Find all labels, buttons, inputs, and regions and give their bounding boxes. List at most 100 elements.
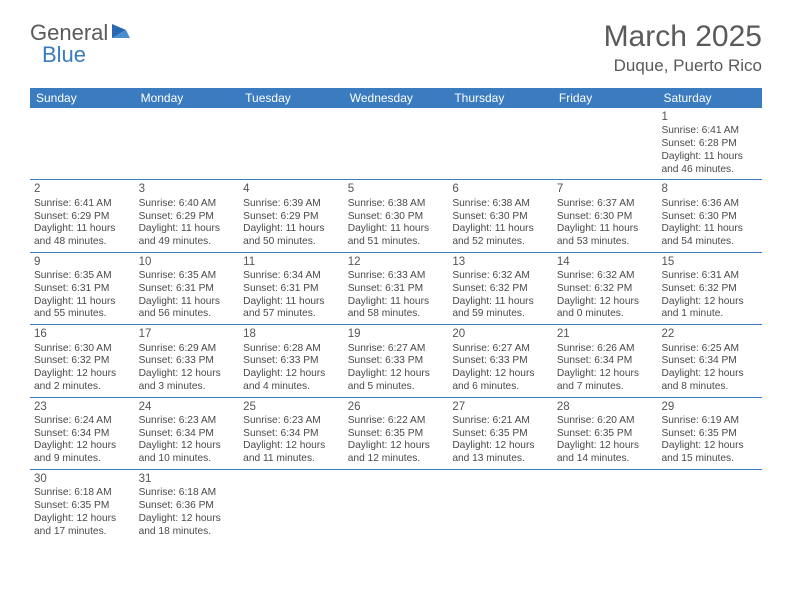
day-info: Sunrise: 6:29 AMSunset: 6:33 PMDaylight:… <box>139 343 236 394</box>
day-info: Sunrise: 6:38 AMSunset: 6:30 PMDaylight:… <box>452 198 549 249</box>
day-cell: 28Sunrise: 6:20 AMSunset: 6:35 PMDayligh… <box>553 398 658 469</box>
day-number: 16 <box>34 327 131 341</box>
day-cell <box>448 470 553 541</box>
day-info: Sunrise: 6:27 AMSunset: 6:33 PMDaylight:… <box>348 343 445 394</box>
day-cell: 2 Sunrise: 6:41 AMSunset: 6:29 PMDaylight… <box>30 180 135 251</box>
day-number: 8 <box>661 182 758 196</box>
day-cell: 29Sunrise: 6:19 AMSunset: 6:35 PMDayligh… <box>657 398 762 469</box>
day-info: Sunrise: 6:27 AMSunset: 6:33 PMDaylight:… <box>452 343 549 394</box>
weekday-header-row: SundayMondayTuesdayWednesdayThursdayFrid… <box>30 88 762 108</box>
day-number: 21 <box>557 327 654 341</box>
weekday-header: Friday <box>553 88 658 108</box>
day-cell: 15Sunrise: 6:31 AMSunset: 6:32 PMDayligh… <box>657 253 762 324</box>
day-cell: 27Sunrise: 6:21 AMSunset: 6:35 PMDayligh… <box>448 398 553 469</box>
day-number: 10 <box>139 255 236 269</box>
day-cell: 14Sunrise: 6:32 AMSunset: 6:32 PMDayligh… <box>553 253 658 324</box>
day-info: Sunrise: 6:28 AMSunset: 6:33 PMDaylight:… <box>243 343 340 394</box>
day-info: Sunrise: 6:37 AMSunset: 6:30 PMDaylight:… <box>557 198 654 249</box>
day-info: Sunrise: 6:40 AMSunset: 6:29 PMDaylight:… <box>139 198 236 249</box>
day-cell <box>553 108 658 179</box>
weekday-header: Sunday <box>30 88 135 108</box>
month-title: March 2025 <box>604 20 762 54</box>
day-info: Sunrise: 6:22 AMSunset: 6:35 PMDaylight:… <box>348 415 445 466</box>
day-info: Sunrise: 6:41 AMSunset: 6:28 PMDaylight:… <box>661 125 758 176</box>
day-info: Sunrise: 6:21 AMSunset: 6:35 PMDaylight:… <box>452 415 549 466</box>
day-cell: 8 Sunrise: 6:36 AMSunset: 6:30 PMDaylight… <box>657 180 762 251</box>
weekday-header: Saturday <box>657 88 762 108</box>
day-cell: 18 Sunrise: 6:28 AMSunset: 6:33 PMDayligh… <box>239 325 344 396</box>
day-cell <box>344 470 449 541</box>
logo-flag-icon <box>112 22 134 45</box>
week-row: 2 Sunrise: 6:41 AMSunset: 6:29 PMDaylight… <box>30 180 762 252</box>
day-cell: 9Sunrise: 6:35 AMSunset: 6:31 PMDaylight… <box>30 253 135 324</box>
day-number: 9 <box>34 255 131 269</box>
day-cell: 16Sunrise: 6:30 AMSunset: 6:32 PMDayligh… <box>30 325 135 396</box>
day-cell: 17 Sunrise: 6:29 AMSunset: 6:33 PMDayligh… <box>135 325 240 396</box>
day-cell: 20 Sunrise: 6:27 AMSunset: 6:33 PMDayligh… <box>448 325 553 396</box>
day-cell <box>344 108 449 179</box>
day-cell: 30Sunrise: 6:18 AMSunset: 6:35 PMDayligh… <box>30 470 135 541</box>
day-number: 11 <box>243 255 340 269</box>
day-cell: 22Sunrise: 6:25 AMSunset: 6:34 PMDayligh… <box>657 325 762 396</box>
day-number: 7 <box>557 182 654 196</box>
day-cell: 10Sunrise: 6:35 AMSunset: 6:31 PMDayligh… <box>135 253 240 324</box>
day-info: Sunrise: 6:32 AMSunset: 6:32 PMDaylight:… <box>452 270 549 321</box>
day-info: Sunrise: 6:41 AMSunset: 6:29 PMDaylight:… <box>34 198 131 249</box>
day-info: Sunrise: 6:33 AMSunset: 6:31 PMDaylight:… <box>348 270 445 321</box>
day-number: 26 <box>348 400 445 414</box>
weekday-header: Tuesday <box>239 88 344 108</box>
day-number: 15 <box>661 255 758 269</box>
day-info: Sunrise: 6:35 AMSunset: 6:31 PMDaylight:… <box>34 270 131 321</box>
day-cell: 25Sunrise: 6:23 AMSunset: 6:34 PMDayligh… <box>239 398 344 469</box>
day-number: 17 <box>139 327 236 341</box>
day-cell: 6Sunrise: 6:38 AMSunset: 6:30 PMDaylight… <box>448 180 553 251</box>
title-block: March 2025 Duque, Puerto Rico <box>604 20 762 76</box>
day-number: 28 <box>557 400 654 414</box>
day-cell: 21 Sunrise: 6:26 AMSunset: 6:34 PMDayligh… <box>553 325 658 396</box>
day-number: 12 <box>348 255 445 269</box>
day-cell <box>553 470 658 541</box>
day-cell <box>30 108 135 179</box>
logo-blue-wrap: Blue <box>42 42 86 68</box>
day-number: 4 <box>243 182 340 196</box>
day-info: Sunrise: 6:23 AMSunset: 6:34 PMDaylight:… <box>243 415 340 466</box>
day-cell <box>448 108 553 179</box>
day-info: Sunrise: 6:19 AMSunset: 6:35 PMDaylight:… <box>661 415 758 466</box>
day-number: 3 <box>139 182 236 196</box>
day-number: 27 <box>452 400 549 414</box>
weekday-header: Wednesday <box>344 88 449 108</box>
day-number: 18 <box>243 327 340 341</box>
day-number: 23 <box>34 400 131 414</box>
weekday-header: Monday <box>135 88 240 108</box>
week-row: 30Sunrise: 6:18 AMSunset: 6:35 PMDayligh… <box>30 470 762 541</box>
day-cell: 13Sunrise: 6:32 AMSunset: 6:32 PMDayligh… <box>448 253 553 324</box>
day-info: Sunrise: 6:39 AMSunset: 6:29 PMDaylight:… <box>243 198 340 249</box>
day-number: 13 <box>452 255 549 269</box>
day-cell <box>657 470 762 541</box>
day-cell: 24Sunrise: 6:23 AMSunset: 6:34 PMDayligh… <box>135 398 240 469</box>
day-info: Sunrise: 6:36 AMSunset: 6:30 PMDaylight:… <box>661 198 758 249</box>
day-info: Sunrise: 6:26 AMSunset: 6:34 PMDaylight:… <box>557 343 654 394</box>
logo-text-blue: Blue <box>42 42 86 67</box>
day-number: 30 <box>34 472 131 486</box>
calendar: SundayMondayTuesdayWednesdayThursdayFrid… <box>30 88 762 541</box>
day-cell: 31Sunrise: 6:18 AMSunset: 6:36 PMDayligh… <box>135 470 240 541</box>
location: Duque, Puerto Rico <box>604 56 762 76</box>
weekday-header: Thursday <box>448 88 553 108</box>
day-cell <box>239 108 344 179</box>
day-number: 20 <box>452 327 549 341</box>
week-row: 16Sunrise: 6:30 AMSunset: 6:32 PMDayligh… <box>30 325 762 397</box>
day-cell <box>239 470 344 541</box>
day-cell: 11Sunrise: 6:34 AMSunset: 6:31 PMDayligh… <box>239 253 344 324</box>
day-info: Sunrise: 6:20 AMSunset: 6:35 PMDaylight:… <box>557 415 654 466</box>
week-row: 23Sunrise: 6:24 AMSunset: 6:34 PMDayligh… <box>30 398 762 470</box>
day-info: Sunrise: 6:32 AMSunset: 6:32 PMDaylight:… <box>557 270 654 321</box>
week-row: 9Sunrise: 6:35 AMSunset: 6:31 PMDaylight… <box>30 253 762 325</box>
day-number: 2 <box>34 182 131 196</box>
day-number: 25 <box>243 400 340 414</box>
day-cell: 19 Sunrise: 6:27 AMSunset: 6:33 PMDayligh… <box>344 325 449 396</box>
week-row: 1Sunrise: 6:41 AMSunset: 6:28 PMDaylight… <box>30 108 762 180</box>
weeks-container: 1Sunrise: 6:41 AMSunset: 6:28 PMDaylight… <box>30 108 762 541</box>
day-cell: 1Sunrise: 6:41 AMSunset: 6:28 PMDaylight… <box>657 108 762 179</box>
day-number: 19 <box>348 327 445 341</box>
